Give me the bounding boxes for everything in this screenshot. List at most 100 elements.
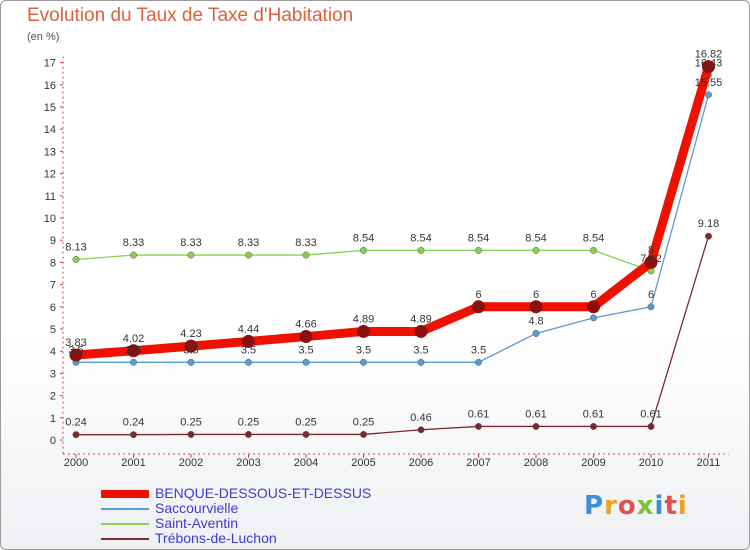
data-point <box>245 251 252 259</box>
data-label: 0.61 <box>640 408 661 420</box>
data-label: 3.5 <box>471 344 486 356</box>
data-point <box>130 431 137 439</box>
data-label: 4.89 <box>353 313 374 325</box>
x-tick-label: 2004 <box>294 457 318 469</box>
data-label: 3.5 <box>413 344 428 356</box>
data-label: 0.61 <box>525 408 546 420</box>
y-tick-label: 13 <box>44 146 56 158</box>
data-label: 4.66 <box>295 319 316 331</box>
x-tick-label: 2002 <box>179 457 203 469</box>
data-point <box>590 423 597 430</box>
y-tick-label: 3 <box>50 368 56 380</box>
y-tick-label: 12 <box>44 169 56 181</box>
data-label: 6 <box>590 289 596 301</box>
x-tick-label: 2009 <box>581 457 605 469</box>
data-point <box>299 330 313 344</box>
y-tick-label: 10 <box>44 213 56 225</box>
data-label: 4.44 <box>238 323 259 335</box>
data-point <box>475 423 482 430</box>
data-point <box>705 91 712 99</box>
y-axis-unit-label: (en %) <box>27 31 60 43</box>
data-label: 3.5 <box>298 344 313 356</box>
x-tick-label: 2001 <box>121 457 145 469</box>
data-point <box>702 60 715 74</box>
data-point <box>69 348 83 362</box>
x-tick-label: 2011 <box>697 457 721 469</box>
data-point <box>127 344 140 358</box>
y-tick-label: 0 <box>50 435 56 447</box>
data-point <box>187 251 195 259</box>
data-point <box>184 339 198 353</box>
y-tick-label: 1 <box>50 413 56 425</box>
data-label: 8.33 <box>295 237 316 249</box>
legend-label: Saccourvielle <box>155 500 239 516</box>
data-label: 8.33 <box>180 237 201 249</box>
data-point <box>130 251 137 259</box>
data-label: 8.33 <box>123 237 144 249</box>
data-point <box>417 426 425 434</box>
data-label: 3.5 <box>356 344 371 356</box>
data-label: 16.43 <box>695 57 723 69</box>
data-label: 8 <box>648 244 654 256</box>
data-point <box>302 251 310 259</box>
data-point <box>705 232 712 240</box>
data-label: 4.23 <box>180 328 201 340</box>
data-labels-layer: 3.83 4.02 4.23 4.44 4.66 4.89 4.89 6 6 6 8 16.82 3.5… <box>65 49 722 429</box>
logo-letter: o <box>617 491 637 521</box>
data-point <box>647 303 655 311</box>
series-line-0 <box>71 62 713 360</box>
y-tick-label: 14 <box>44 124 56 136</box>
legend-swatch <box>101 537 149 540</box>
data-label: 0.25 <box>353 416 374 428</box>
series-line-1 <box>75 94 710 363</box>
data-label: 3.5 <box>241 344 256 356</box>
data-point <box>245 431 252 438</box>
legend-item: Trébons-de-Luchon <box>101 531 371 546</box>
legend-label: Trébons-de-Luchon <box>155 530 277 546</box>
data-point <box>417 358 425 366</box>
legend-swatch <box>101 489 149 498</box>
x-tick-label: 2007 <box>466 457 490 469</box>
data-label: 8.54 <box>525 232 546 244</box>
data-point <box>72 431 80 439</box>
data-label: 3.5 <box>68 344 83 356</box>
chart-title: Evolution du Taux de Taxe d'Habitation <box>27 5 354 26</box>
data-label: 0.61 <box>583 408 604 420</box>
data-label: 0.25 <box>295 416 316 428</box>
data-point <box>529 300 543 314</box>
data-point <box>360 246 367 254</box>
data-point <box>72 256 80 263</box>
data-point <box>187 431 195 438</box>
data-point <box>417 246 425 254</box>
series-line-3 <box>75 235 710 436</box>
data-label: 16.82 <box>695 49 723 61</box>
data-point <box>302 358 310 366</box>
data-label: 8.33 <box>238 237 259 249</box>
data-point <box>242 334 255 348</box>
data-label: 0.25 <box>180 416 201 428</box>
x-tick-label: 2006 <box>409 457 433 469</box>
legend: BENQUE-DESSOUS-ET-DESSUS Saccourvielle Sai… <box>101 486 371 546</box>
data-label: 6 <box>648 289 654 301</box>
data-point <box>414 324 428 338</box>
data-label: 4.02 <box>123 333 144 345</box>
data-point <box>360 431 367 438</box>
y-tick-label: 2 <box>50 391 56 403</box>
data-point <box>532 246 540 254</box>
legend-label: Saint-Aventin <box>155 515 239 531</box>
data-point <box>644 255 658 269</box>
legend-item: Saint-Aventin <box>101 516 371 531</box>
data-label: 8.54 <box>468 232 489 244</box>
data-label: 7.62 <box>640 253 661 265</box>
y-tick-label: 16 <box>44 80 56 92</box>
data-point <box>475 246 482 254</box>
data-point <box>360 358 367 366</box>
logo-letter: t <box>664 491 678 521</box>
y-tick-label: 15 <box>44 102 56 114</box>
data-point <box>532 329 540 337</box>
data-label: 0.25 <box>238 416 259 428</box>
data-label: 3.5 <box>126 344 141 356</box>
data-point <box>475 358 482 366</box>
data-label: 8.54 <box>410 232 431 244</box>
data-point <box>187 358 195 366</box>
